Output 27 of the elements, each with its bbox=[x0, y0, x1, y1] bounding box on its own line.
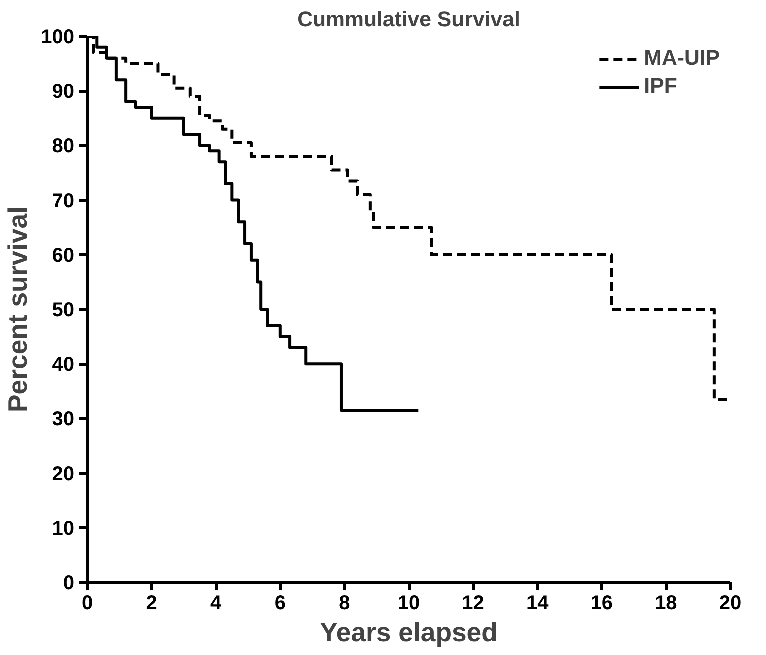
x-tick-label: 18 bbox=[655, 592, 678, 614]
y-tick-label: 40 bbox=[52, 354, 75, 376]
x-tick-label: 12 bbox=[462, 592, 484, 614]
y-tick-label: 80 bbox=[52, 136, 75, 158]
x-tick-label: 8 bbox=[339, 592, 350, 614]
x-tick-label: 16 bbox=[590, 592, 614, 614]
x-tick-label: 20 bbox=[719, 592, 742, 614]
chart-title: Cummulative Survival bbox=[298, 8, 520, 32]
x-tick-label: 2 bbox=[146, 592, 158, 614]
x-axis-title: Years elapsed bbox=[320, 618, 498, 648]
y-tick-label: 0 bbox=[63, 572, 74, 594]
y-tick-label: 90 bbox=[52, 81, 75, 104]
x-tick-label: 6 bbox=[274, 592, 286, 614]
y-tick-label: 50 bbox=[52, 300, 75, 322]
x-tick-label: 10 bbox=[398, 592, 420, 614]
y-axis-title: Percent survival bbox=[3, 206, 34, 412]
y-tick-label: 100 bbox=[41, 26, 75, 48]
legend-label: IPF bbox=[644, 74, 678, 99]
y-tick-label: 20 bbox=[52, 463, 75, 486]
y-tick-label: 30 bbox=[52, 408, 75, 431]
x-tick-label: 14 bbox=[526, 592, 550, 614]
y-tick-label: 60 bbox=[52, 244, 75, 267]
x-tick-label: 4 bbox=[210, 592, 223, 614]
y-tick-label: 10 bbox=[52, 518, 75, 540]
y-tick-label: 70 bbox=[52, 190, 75, 212]
x-tick-label: 0 bbox=[82, 592, 94, 614]
legend-label: MA-UIP bbox=[644, 46, 720, 71]
